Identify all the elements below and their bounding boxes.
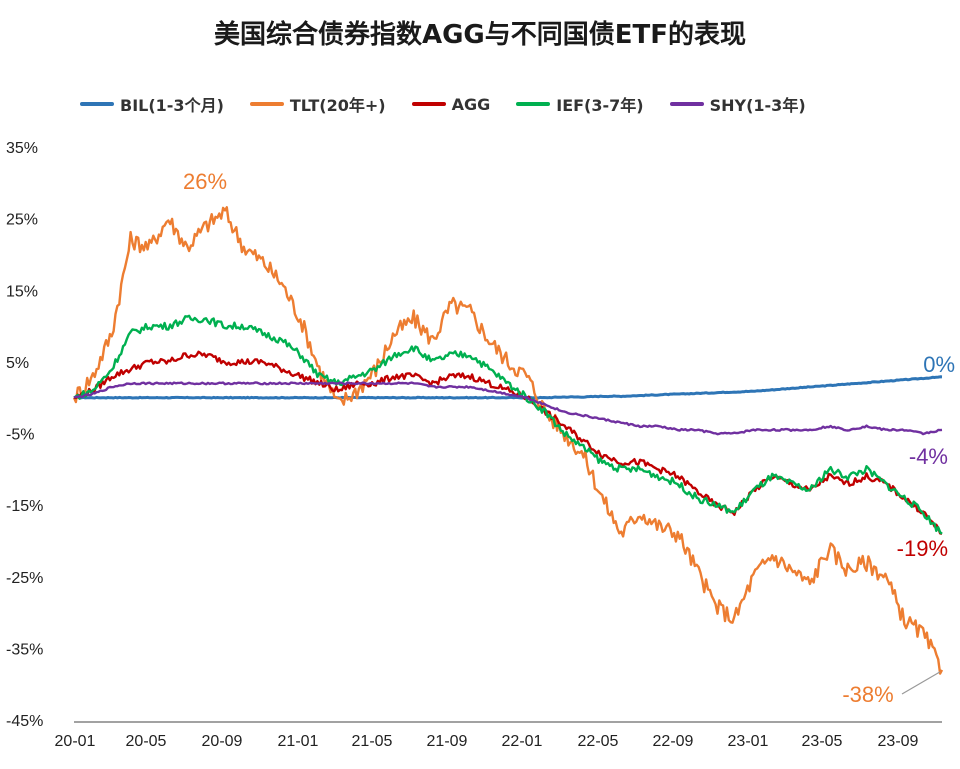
y-tick-label: 25% (6, 212, 38, 229)
legend-item-ief: IEF(3-7年) (516, 92, 644, 116)
legend-swatch (249, 102, 284, 106)
annotation-layer: 26% 0% -4% -19% -38% (183, 169, 955, 707)
y-tick-label: -15% (6, 498, 43, 515)
x-tick-label: 22-01 (502, 733, 543, 750)
y-tick-label: -35% (6, 641, 43, 658)
y-tick-label: 35% (6, 140, 38, 157)
x-tick-label: 20-09 (202, 733, 243, 750)
legend-label: TLT(20年+) (289, 96, 386, 115)
legend-item-agg: AGG (411, 92, 491, 116)
legend-label: SHY(1-3年) (709, 96, 806, 115)
y-tick-label: 15% (6, 283, 38, 300)
chart-title: 美国综合债券指数AGG与不同国债ETF的表现 (213, 20, 747, 50)
x-tick-label: 21-09 (427, 733, 468, 750)
legend-label: BIL(1-3个月) (120, 96, 224, 115)
data-label: -4% (909, 444, 948, 469)
legend-swatch (516, 102, 551, 106)
x-axis: 20-01 20-05 20-09 21-01 21-05 21-09 22-01 22-05… (55, 721, 942, 750)
series-line-ief (73, 314, 943, 535)
data-label: 26% (183, 169, 227, 194)
x-tick-label: 23-09 (878, 733, 919, 750)
x-tick-label: 21-01 (278, 733, 319, 750)
x-tick-label: 22-05 (578, 733, 619, 750)
series-line-shy (73, 381, 943, 436)
data-label: -19% (897, 536, 948, 561)
series-line-agg (73, 350, 943, 535)
legend-swatch (411, 102, 446, 106)
annotation-leader-line (901, 671, 941, 695)
data-label: -38% (842, 682, 893, 707)
legend-swatch (80, 102, 114, 106)
x-tick-label: 21-05 (352, 733, 393, 750)
y-axis: 35% 25% 15% 5% -5% -15% -25% -35% -45% (6, 140, 43, 730)
y-tick-label: -5% (6, 427, 34, 444)
series-line-bil (73, 375, 943, 400)
legend-item-shy: SHY(1-3年) (669, 92, 806, 116)
legend-swatch (669, 102, 704, 106)
x-tick-label: 23-01 (728, 733, 769, 750)
x-tick-label: 22-09 (653, 733, 694, 750)
legend-item-bil: BIL(1-3个月) (80, 92, 224, 116)
legend: BIL(1-3个月) TLT(20年+) AGG IEF(3-7年) SHY(1… (80, 92, 940, 116)
y-tick-label: 5% (6, 355, 29, 372)
legend-item-tlt: TLT(20年+) (249, 92, 386, 116)
x-tick-label: 23-05 (802, 733, 843, 750)
data-label: 0% (923, 352, 955, 377)
legend-label: IEF(3-7年) (556, 96, 644, 115)
y-tick-label: -45% (6, 713, 43, 730)
x-tick-label: 20-05 (126, 733, 167, 750)
x-tick-label: 20-01 (55, 733, 96, 750)
series-layer (72, 206, 944, 675)
legend-label: AGG (451, 94, 491, 114)
y-tick-label: -25% (6, 570, 43, 587)
series-line-tlt (72, 206, 944, 675)
